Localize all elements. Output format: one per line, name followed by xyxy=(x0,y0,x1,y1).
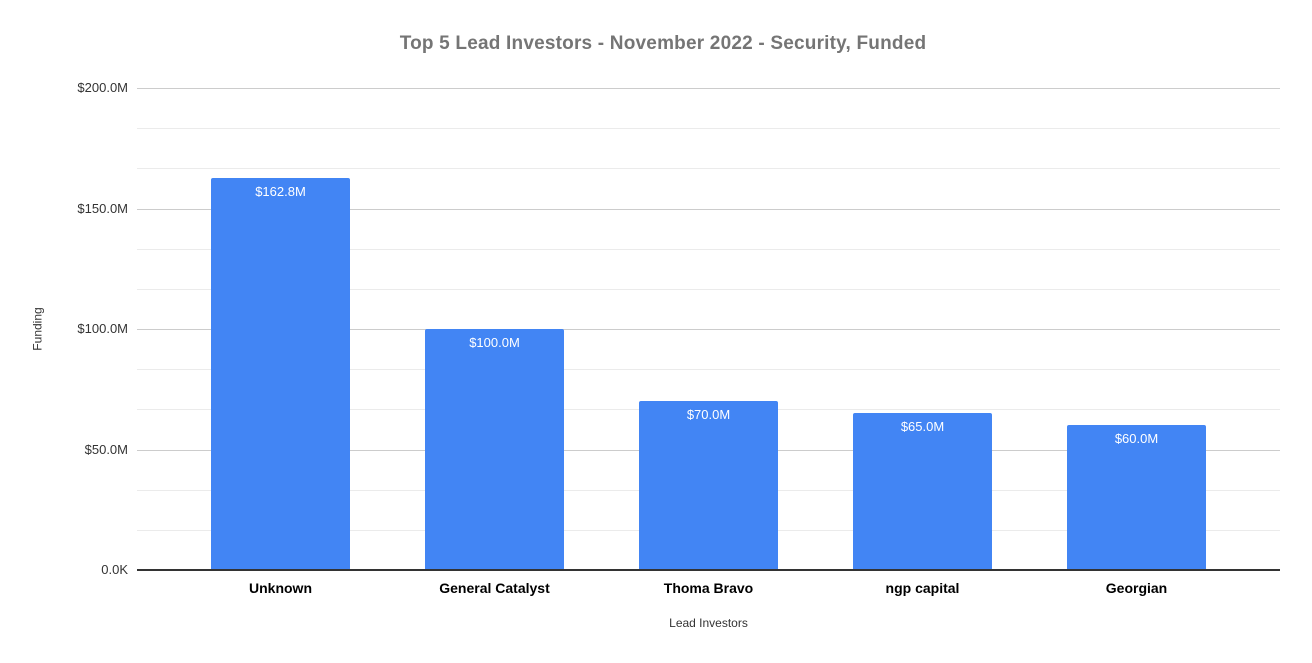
x-axis-title: Lead Investors xyxy=(669,616,748,630)
minor-gridline xyxy=(137,128,1280,130)
minor-gridline xyxy=(137,369,1280,371)
minor-gridline xyxy=(137,168,1280,170)
bar-thoma-bravo[interactable]: $70.0M xyxy=(639,401,778,570)
major-gridline xyxy=(137,88,1280,89)
bar-general-catalyst[interactable]: $100.0M xyxy=(425,329,564,570)
y-tick-label: $150.0M xyxy=(77,200,128,216)
bar-value-label: $70.0M xyxy=(686,407,731,423)
bar-value-label: $65.0M xyxy=(900,419,945,435)
bar-value-label: $100.0M xyxy=(469,335,520,350)
major-gridline xyxy=(137,329,1280,330)
bar-georgian[interactable]: $60.0M xyxy=(1067,425,1206,570)
bar-unknown[interactable]: $162.8M xyxy=(211,177,350,570)
x-category-label: ngp capital xyxy=(885,580,960,596)
x-category-label: Unknown xyxy=(249,580,312,596)
y-tick-label: $200.0M xyxy=(77,80,128,95)
minor-gridline xyxy=(137,248,1280,250)
minor-gridline xyxy=(137,288,1280,290)
plot-area: $162.8M $100.0M $70.0M $65.0M $60.0M xyxy=(137,88,1280,571)
chart-title: Top 5 Lead Investors - November 2022 - S… xyxy=(399,33,927,54)
major-gridline xyxy=(137,208,1280,210)
bar-ngp-capital[interactable]: $65.0M xyxy=(853,413,992,570)
y-tick-label: $100.0M xyxy=(77,321,128,336)
x-category-label: Georgian xyxy=(1105,580,1168,596)
y-tick-label: 0.0K xyxy=(101,562,128,577)
y-tick-label: $50.0M xyxy=(84,441,128,457)
bar-value-label: $60.0M xyxy=(1114,431,1159,447)
x-category-label: Thoma Bravo xyxy=(663,580,754,596)
bar-value-label: $162.8M xyxy=(255,183,306,199)
x-axis-line xyxy=(137,569,1280,571)
x-category-label: General Catalyst xyxy=(439,580,550,596)
